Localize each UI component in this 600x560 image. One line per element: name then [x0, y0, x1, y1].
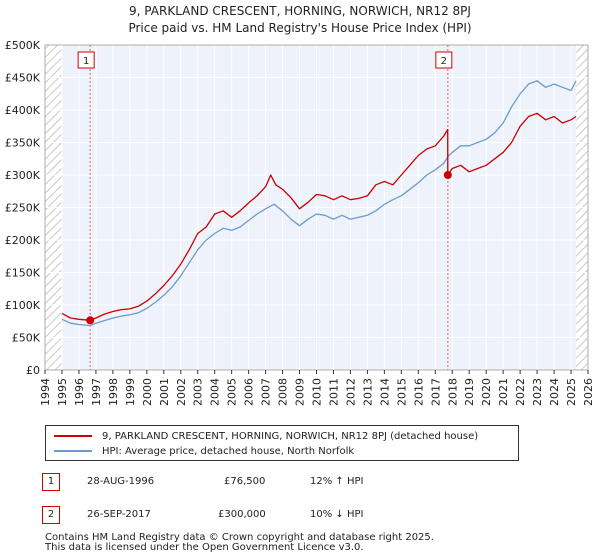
sale-marker-label: 1: [83, 56, 89, 67]
x-tick-label: 2017: [429, 378, 442, 406]
x-tick-label: 2008: [277, 378, 290, 406]
sale-marker-box-frame: [77, 51, 95, 69]
sale-date: 28-AUG-1996: [87, 476, 155, 487]
x-tick-label: 1995: [56, 378, 69, 406]
legend-label-hpi: HPI: Average price, detached house, Nort…: [102, 445, 355, 457]
footer-copyright: Contains HM Land Registry data © Crown c…: [45, 532, 434, 543]
x-tick-label: 1996: [73, 378, 86, 406]
x-tick-label: 1994: [39, 378, 52, 406]
sale-marker-label: 2: [441, 56, 447, 67]
legend-item-property: 9, PARKLAND CRESCENT, HORNING, NORWICH, …: [54, 429, 478, 443]
x-tick-label: 2021: [497, 378, 510, 406]
y-axis: £0 £50K £100K £150K £200K £250K £300K £350K £400…: [5, 39, 41, 377]
y-tick-label: £200K: [5, 234, 41, 247]
sale-point: [443, 171, 452, 179]
x-tick-label: 2006: [243, 378, 256, 406]
y-tick-label: £250K: [5, 202, 41, 215]
x-tick-label: 2012: [344, 378, 357, 406]
chart-title: 9, PARKLAND CRESCENT, HORNING, NORWICH, …: [129, 4, 471, 18]
x-tick-label: 2016: [412, 378, 425, 406]
legend-swatch-property: [54, 435, 92, 437]
sale-marker-box: 2: [435, 51, 453, 69]
x-tick-label: 2014: [378, 378, 391, 406]
y-tick-label: £100K: [5, 299, 41, 312]
legend: 9, PARKLAND CRESCENT, HORNING, NORWICH, …: [45, 425, 519, 461]
sale-price: £76,500: [224, 476, 266, 487]
x-tick-label: 2009: [294, 378, 307, 406]
y-tick-label: £150K: [5, 267, 41, 280]
footer-licence: This data is licensed under the Open Gov…: [45, 542, 364, 553]
series-line: [61, 80, 577, 327]
legend-swatch-hpi: [54, 450, 92, 452]
x-tick-label: 2026: [582, 378, 595, 406]
legend-item-hpi: HPI: Average price, detached house, Nort…: [54, 444, 354, 458]
y-tick-label: £50K: [12, 332, 41, 345]
y-tick-label: £500K: [5, 39, 41, 52]
x-tick-label: 2025: [565, 378, 578, 406]
chart-subtitle: Price paid vs. HM Land Registry's House …: [128, 21, 471, 35]
footer: Contains HM Land Registry data © Crown c…: [45, 533, 434, 553]
y-tick-label: £300K: [5, 169, 41, 182]
x-tick-label: 2005: [226, 378, 239, 406]
x-tick-label: 2013: [361, 378, 374, 406]
x-tick-label: 2019: [463, 378, 476, 406]
x-tick-label: 2011: [327, 378, 340, 406]
x-tick-label: 2015: [395, 378, 408, 406]
sale-price: £300,000: [218, 509, 266, 520]
x-tick-label: 2002: [175, 378, 188, 406]
y-tick-label: £450K: [5, 72, 41, 85]
sale-badge: 2: [42, 506, 60, 524]
sale-hpi: 10% ↓ HPI: [310, 509, 364, 520]
x-tick-label: 1998: [107, 378, 120, 406]
x-tick-label: 1999: [124, 378, 137, 406]
legend-label-property: 9, PARKLAND CRESCENT, HORNING, NORWICH, …: [102, 430, 479, 442]
x-tick-label: 1997: [90, 378, 103, 406]
x-axis: 1994 1995 1996 1997 1998 1999 2000 2001 2002 2003…: [39, 370, 595, 406]
sale-marker-box: 1: [77, 51, 95, 69]
series-line: [61, 112, 577, 321]
x-tick-label: 2020: [480, 378, 493, 406]
sale-badge: 1: [42, 473, 60, 491]
x-tick-label: 2003: [192, 378, 205, 406]
y-tick-label: £400K: [5, 104, 41, 117]
sale-date: 26-SEP-2017: [87, 509, 151, 520]
y-tick-label: £0: [26, 364, 40, 377]
x-tick-label: 2000: [141, 378, 154, 406]
sale-marker-box-frame: [435, 51, 453, 69]
x-tick-label: 2023: [531, 378, 544, 406]
x-tick-label: 2004: [209, 378, 222, 406]
x-tick-label: 2024: [548, 378, 561, 406]
x-tick-label: 2018: [446, 378, 459, 406]
sale-point: [86, 316, 95, 325]
sale-hpi: 12% ↑ HPI: [310, 476, 364, 487]
price-chart: 9, PARKLAND CRESCENT, HORNING, NORWICH, …: [5, 4, 595, 406]
series-lines: [61, 80, 577, 327]
x-tick-label: 2010: [311, 378, 324, 406]
sale-points: [86, 171, 452, 325]
x-tick-label: 2001: [158, 378, 171, 406]
x-tick-label: 2007: [260, 378, 273, 406]
y-tick-label: £350K: [5, 137, 41, 150]
gridlines: [44, 44, 589, 371]
x-tick-label: 2022: [514, 378, 527, 406]
